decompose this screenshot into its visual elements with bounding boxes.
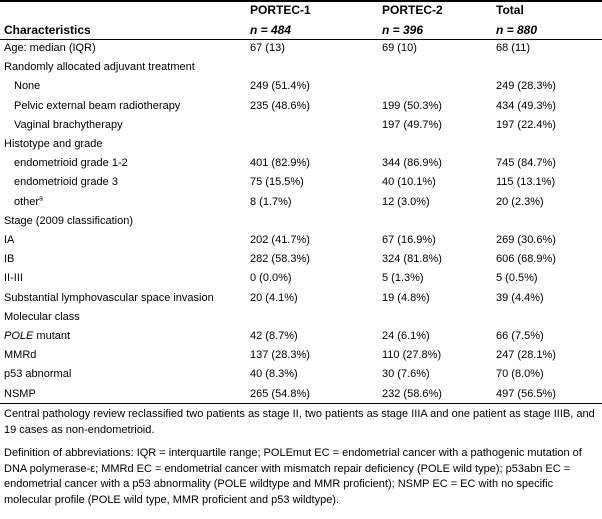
- row-label: MMRd: [4, 349, 36, 362]
- subheader-n-portec2: n = 396: [382, 23, 424, 37]
- row-label: endometrioid grade 3: [14, 176, 118, 189]
- row-label-text: Age: median (IQR): [4, 42, 96, 54]
- row-label: endometrioid grade 1-2: [14, 157, 128, 170]
- footnote-marker: a: [39, 195, 43, 203]
- table-cell: 42 (8.7%): [250, 330, 298, 342]
- bottom-rule: [0, 403, 602, 404]
- row-label: Molecular class: [4, 311, 80, 324]
- row-label-text: II-III: [4, 272, 23, 284]
- row-label-text: IA: [4, 234, 15, 246]
- table-cell: 12 (3.0%): [382, 196, 430, 208]
- row-label-text: Substantial lymphovascular space invasio…: [4, 292, 214, 304]
- table-cell: 70 (8.0%): [496, 368, 544, 380]
- row-label-text: Histotype and grade: [4, 138, 103, 150]
- row-label: None: [14, 80, 40, 93]
- subheader-n-portec1: n = 484: [250, 23, 292, 37]
- table-cell: 67 (16.9%): [382, 234, 436, 246]
- table-cell: 265 (54.8%): [250, 388, 310, 400]
- table-cell: 606 (68.9%): [496, 253, 556, 265]
- footnote-abbreviations: Definition of abbreviations: IQR = inter…: [4, 447, 582, 506]
- table-cell: 269 (30.6%): [496, 234, 556, 246]
- table-cell: 324 (81.8%): [382, 253, 442, 265]
- row-label-text: other: [14, 196, 40, 208]
- header-rule: [0, 39, 602, 40]
- subheader-n-total: n = 880: [496, 23, 538, 37]
- row-label-text: MMRd: [4, 349, 37, 361]
- table-cell: 235 (48.6%): [250, 100, 310, 112]
- table-cell: 202 (41.7%): [250, 234, 310, 246]
- header-characteristics: Characteristics: [4, 23, 91, 37]
- row-label-text: endometrioid grade 1-2: [14, 157, 128, 169]
- table-cell: 247 (28.1%): [496, 349, 556, 361]
- row-label: NSMP: [4, 388, 36, 401]
- row-label-text: Randomly allocated adjuvant treatment: [4, 61, 195, 73]
- table-cell: 401 (82.9%): [250, 157, 310, 169]
- row-label-text: p53 abnormal: [4, 368, 72, 380]
- row-label: Stage (2009 classification): [4, 215, 133, 228]
- table-cell: 197 (49.7%): [382, 119, 442, 131]
- table-cell: 5 (0.5%): [496, 272, 538, 284]
- table-cell: 0 (0.0%): [250, 272, 292, 284]
- row-label: Vaginal brachytherapy: [14, 119, 123, 132]
- table-cell: 434 (49.3%): [496, 100, 556, 112]
- table-cell: 745 (84.7%): [496, 157, 556, 169]
- table-cell: 24 (6.1%): [382, 330, 430, 342]
- table-cell: 110 (27.8%): [382, 349, 442, 361]
- table-cell: 249 (51.4%): [250, 80, 310, 92]
- table-cell: 69 (10): [382, 42, 417, 54]
- row-label: othera: [14, 195, 43, 209]
- row-label-text: Vaginal brachytherapy: [14, 119, 123, 131]
- row-label: Pelvic external beam radiotherapy: [14, 100, 180, 113]
- table-cell: 40 (8.3%): [250, 368, 298, 380]
- table-cell: 30 (7.6%): [382, 368, 430, 380]
- column-header-total: Total: [496, 3, 524, 17]
- footnote-stage-review: Central pathology review reclassified tw…: [4, 408, 595, 436]
- row-label-text: endometrioid grade 3: [14, 176, 118, 188]
- table-cell: 39 (4.4%): [496, 292, 544, 304]
- row-label-text: Pelvic external beam radiotherapy: [14, 100, 181, 112]
- table-cell: 282 (58.3%): [250, 253, 310, 265]
- row-label-text: IB: [4, 253, 15, 265]
- table-cell: 66 (7.5%): [496, 330, 544, 342]
- table-cell: 75 (15.5%): [250, 176, 304, 188]
- top-rule: [0, 0, 602, 2]
- table-cell: 68 (11): [496, 42, 531, 54]
- table-cell: 137 (28.3%): [250, 349, 310, 361]
- table-cell: 497 (56.5%): [496, 388, 556, 400]
- row-label-text: Stage (2009 classification): [4, 215, 134, 227]
- row-label: Randomly allocated adjuvant treatment: [4, 61, 195, 74]
- row-label-text: Molecular class: [4, 311, 80, 323]
- table-cell: 20 (2.3%): [496, 196, 544, 208]
- row-label: Age: median (IQR): [4, 42, 96, 55]
- row-label: IA: [4, 234, 14, 247]
- row-label: p53 abnormal: [4, 368, 71, 381]
- table-cell: 67 (13): [250, 42, 285, 54]
- row-label-text: NSMP: [4, 388, 36, 400]
- table-cell: 197 (22.4%): [496, 119, 556, 131]
- row-label: POLE mutant: [4, 330, 70, 343]
- row-label-text: None: [14, 80, 41, 92]
- row-label: Substantial lymphovascular space invasio…: [4, 292, 214, 305]
- table-cell: 344 (86.9%): [382, 157, 442, 169]
- column-header-portec1: PORTEC-1: [250, 3, 311, 17]
- row-label: II-III: [4, 272, 23, 285]
- table-cell: 40 (10.1%): [382, 176, 436, 188]
- row-label: Histotype and grade: [4, 138, 102, 151]
- table-cell: 20 (4.1%): [250, 292, 298, 304]
- table-cell: 19 (4.8%): [382, 292, 430, 304]
- row-label-text: POLE mutant: [4, 330, 71, 342]
- column-header-portec2: PORTEC-2: [382, 3, 443, 17]
- row-label: IB: [4, 253, 14, 266]
- table-cell: 232 (58.6%): [382, 388, 442, 400]
- table-cell: 249 (28.3%): [496, 80, 556, 92]
- table-cell: 115 (13.1%): [496, 176, 556, 188]
- table-cell: 5 (1.3%): [382, 272, 424, 284]
- table-cell: 199 (50.3%): [382, 100, 442, 112]
- table-cell: 8 (1.7%): [250, 196, 292, 208]
